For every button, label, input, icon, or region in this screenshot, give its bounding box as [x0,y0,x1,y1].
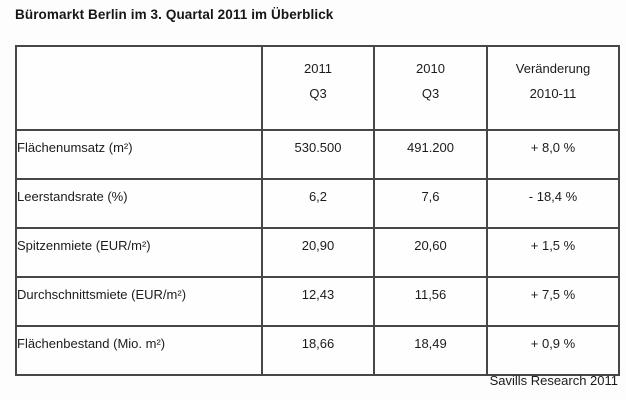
value-2011: 6,2 [261,178,375,229]
table-row-flaechenbestand: Flächenbestand (Mio. m²) 18,66 18,49 + 0… [15,325,620,376]
header-2011-quarter: Q3 [309,86,327,101]
header-change-cell: Veränderung 2010-11 [486,45,620,131]
value-change: + 7,5 % [486,276,620,327]
row-label: Spitzenmiete (EUR/m²) [15,227,263,278]
value-2010: 20,60 [373,227,488,278]
source-credit: Savills Research 2011 [489,373,618,388]
value-2010: 7,6 [373,178,488,229]
value-2011: 12,43 [261,276,375,327]
office-market-table: 2011 Q3 2010 Q3 Veränderung 2010-11 Fläc… [15,45,620,376]
table-row-spitzenmiete: Spitzenmiete (EUR/m²) 20,90 20,60 + 1,5 … [15,227,620,278]
row-label: Flächenbestand (Mio. m²) [15,325,263,376]
row-label: Leerstandsrate (%) [15,178,263,229]
value-2011: 20,90 [261,227,375,278]
table-row-flaechenumsatz: Flächenumsatz (m²) 530.500 491.200 + 8,0… [15,129,620,180]
value-2010: 491.200 [373,129,488,180]
value-2010: 18,49 [373,325,488,376]
header-change-period: 2010-11 [529,86,577,101]
row-label: Flächenumsatz (m²) [15,129,263,180]
value-2011: 18,66 [261,325,375,376]
header-2010-quarter: Q3 [421,86,440,101]
value-2010: 11,56 [373,276,488,327]
table-header-row: 2011 Q3 2010 Q3 Veränderung 2010-11 [15,45,620,131]
row-label: Durchschnittsmiete (EUR/m²) [15,276,263,327]
value-change: + 1,5 % [486,227,620,278]
value-2011: 530.500 [261,129,375,180]
header-metric-cell [15,45,263,131]
value-change: + 8,0 % [486,129,620,180]
header-change-label: Veränderung [515,61,591,76]
value-change: - 18,4 % [486,178,620,229]
value-change: + 0,9 % [486,325,620,376]
page-title: Büromarkt Berlin im 3. Quartal 2011 im Ü… [15,7,334,22]
table-row-durchschnittsmiete: Durchschnittsmiete (EUR/m²) 12,43 11,56 … [15,276,620,327]
table-row-leerstandsrate: Leerstandsrate (%) 6,2 7,6 - 18,4 % [15,178,620,229]
header-2011-year: 2011 [304,61,332,76]
header-2011-cell: 2011 Q3 [261,45,375,131]
header-2010-year: 2010 [416,61,445,76]
header-2010-cell: 2010 Q3 [373,45,488,131]
